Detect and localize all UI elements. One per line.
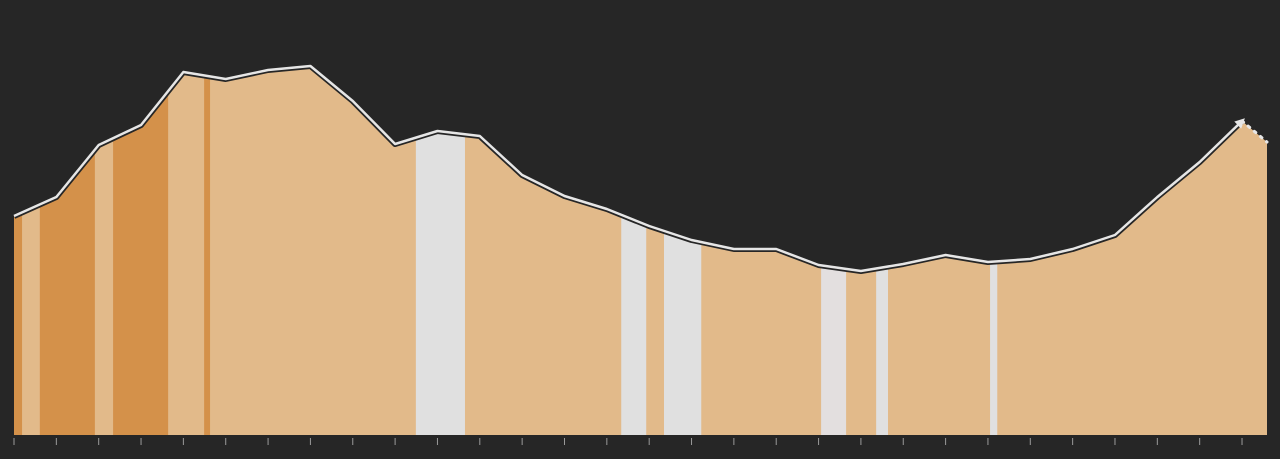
band: [204, 66, 211, 435]
band: [415, 66, 465, 435]
band: [14, 66, 23, 435]
band: [113, 66, 169, 435]
band: [876, 66, 889, 435]
projection-line: [1240, 119, 1269, 144]
band: [39, 66, 95, 435]
band: [821, 66, 847, 435]
line: [13, 64, 1245, 273]
bands: [14, 66, 1267, 435]
band: [990, 66, 998, 435]
band: [664, 66, 702, 435]
